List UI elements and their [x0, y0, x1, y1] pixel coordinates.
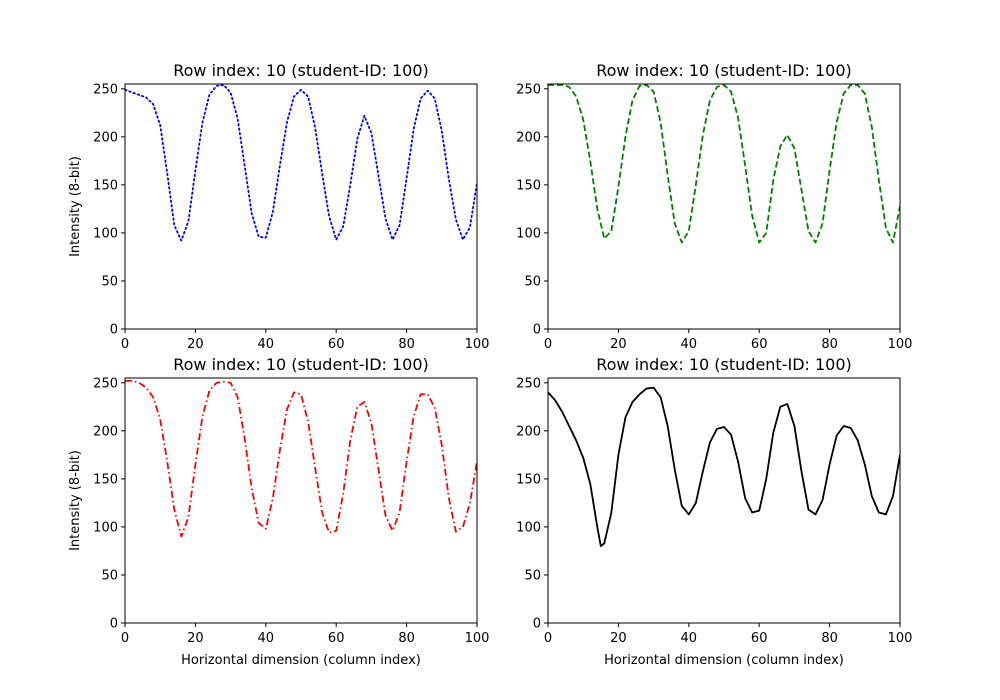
- y-tick-label: 100: [516, 226, 541, 241]
- x-tick-label: 40: [681, 631, 698, 646]
- series-line-4-1: [548, 386, 900, 548]
- chart-title: Row index: 10 (student-ID: 100): [596, 61, 852, 80]
- x-tick-label: 60: [751, 631, 768, 646]
- y-tick-label: 250: [93, 376, 118, 391]
- chart-panel-2: 0 20 40 60 80 100 0 50 100 150 200 250 Row index: 10…: [516, 61, 912, 352]
- y-tick-label: 0: [110, 617, 118, 632]
- x-tick-label: 100: [465, 631, 490, 646]
- series-line-1-1: [125, 84, 477, 242]
- y-tick-label: 200: [516, 130, 541, 145]
- y-tick-label: 0: [533, 617, 541, 632]
- x-tick-label: 0: [121, 631, 129, 646]
- x-tick-label: 20: [610, 631, 627, 646]
- chart-title: Row index: 10 (student-ID: 100): [173, 355, 429, 374]
- y-tick-label: 0: [533, 323, 541, 338]
- x-tick-label: 20: [187, 337, 204, 352]
- x-tick-label: 100: [888, 631, 913, 646]
- y-tick-label: 200: [93, 130, 118, 145]
- chart-title: Row index: 10 (student-ID: 100): [596, 355, 852, 374]
- chart-title: Row index: 10 (student-ID: 100): [173, 61, 429, 80]
- y-axis-label: Intensity (8-bit): [68, 450, 83, 551]
- x-tick-label: 20: [610, 337, 627, 352]
- x-tick-label: 0: [121, 337, 129, 352]
- y-tick-label: 250: [516, 376, 541, 391]
- x-tick-label: 0: [544, 631, 552, 646]
- x-tick-label: 40: [258, 337, 275, 352]
- x-tick-label: 40: [258, 631, 275, 646]
- x-tick-label: 80: [398, 337, 415, 352]
- x-tick-label: 80: [821, 337, 838, 352]
- x-tick-label: 80: [821, 631, 838, 646]
- y-tick-label: 50: [524, 568, 541, 583]
- y-axis-label: Intensity (8-bit): [68, 156, 83, 257]
- chart-panel-1: 0 20 40 60 80 100 0 50 100 150 200 250 Row index: 10…: [68, 61, 489, 352]
- y-tick-label: 250: [93, 82, 118, 97]
- x-tick-label: 60: [328, 631, 345, 646]
- y-tick-label: 100: [93, 520, 118, 535]
- axes-frame: [547, 377, 901, 624]
- y-tick-label: 150: [93, 472, 118, 487]
- axes-frame: [547, 83, 901, 330]
- series-line-3-1: [125, 379, 477, 538]
- y-tick-label: 200: [516, 424, 541, 439]
- x-tick-label: 40: [681, 337, 698, 352]
- series-line-2-1: [548, 84, 900, 244]
- y-tick-label: 50: [524, 274, 541, 289]
- y-tick-label: 100: [93, 226, 118, 241]
- x-axis-label: Horizontal dimension (column index): [181, 653, 421, 668]
- axes-frame: [124, 83, 478, 330]
- chart-panel-4: 0 20 40 60 80 100 0 50 100 150 200 250 Row index: 10…: [516, 355, 912, 668]
- x-tick-label: 0: [544, 337, 552, 352]
- y-tick-label: 50: [101, 274, 118, 289]
- y-tick-label: 200: [93, 424, 118, 439]
- x-tick-label: 100: [888, 337, 913, 352]
- y-tick-label: 150: [516, 178, 541, 193]
- x-tick-label: 100: [465, 337, 490, 352]
- x-axis-label: Horizontal dimension (column index): [604, 653, 844, 668]
- x-tick-label: 80: [398, 631, 415, 646]
- x-tick-label: 60: [751, 337, 768, 352]
- x-tick-label: 20: [187, 631, 204, 646]
- axes-frame: [124, 377, 478, 624]
- y-tick-label: 150: [516, 472, 541, 487]
- y-tick-label: 0: [110, 323, 118, 338]
- y-tick-label: 250: [516, 82, 541, 97]
- chart-panel-3: 0 20 40 60 80 100 0 50 100 150 200 250 Row index: 10…: [68, 355, 489, 668]
- x-tick-label: 60: [328, 337, 345, 352]
- y-tick-label: 50: [101, 568, 118, 583]
- y-tick-label: 100: [516, 520, 541, 535]
- y-tick-label: 150: [93, 178, 118, 193]
